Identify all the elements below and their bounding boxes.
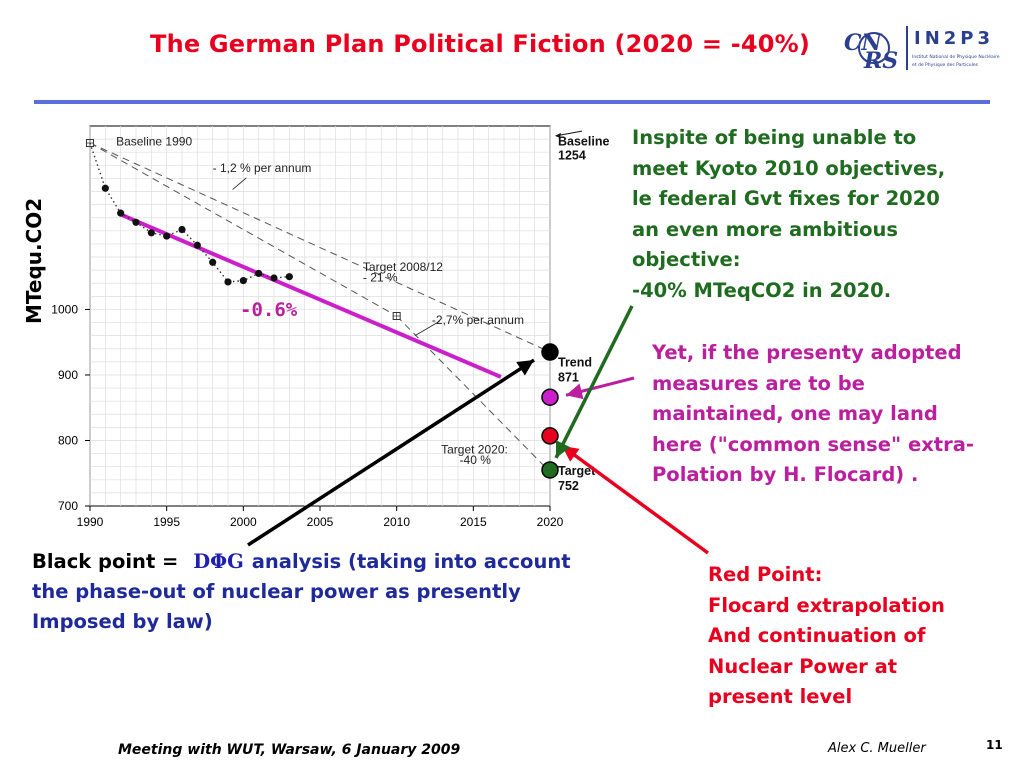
note-purple: Yet, if the presenty adopted measures ar… xyxy=(652,341,974,486)
x-tick-label: 2005 xyxy=(307,515,334,529)
footer-author: Alex C. Mueller xyxy=(828,741,926,756)
data-point xyxy=(163,232,171,240)
data-point xyxy=(178,225,186,234)
annot-target-2020-b: -40 % xyxy=(460,453,492,467)
right-label-baseline-a: Baseline xyxy=(558,135,609,149)
right-label-trend-b: 871 xyxy=(558,370,579,384)
x-tick-label: 2000 xyxy=(230,515,257,529)
svg-text:CN: CN xyxy=(844,30,883,56)
footer-meeting: Meeting with WUT, Warsaw, 6 January 2009 xyxy=(118,742,461,758)
y-tick-label: 700 xyxy=(58,499,78,513)
dphig-point xyxy=(541,343,559,361)
svg-text:Institut National de Physique: Institut National de Physique Nucléaire xyxy=(912,53,1000,60)
target-point xyxy=(541,461,559,479)
y-tick-label: 900 xyxy=(58,368,78,382)
note-black: Black point = DΦG analysis (taking into a… xyxy=(32,547,647,637)
title-divider xyxy=(34,100,990,104)
x-tick-label: 2015 xyxy=(460,515,487,529)
annot-leader xyxy=(414,320,440,337)
trend-line-0-6-pct xyxy=(119,212,502,379)
slide-title: The German Plan Political Fiction (2020 … xyxy=(150,30,811,58)
dphig-symbol: DΦG xyxy=(193,550,244,573)
data-point xyxy=(285,273,293,281)
data-point xyxy=(239,277,247,285)
data-point xyxy=(132,218,140,226)
in2p3-logo: IN2P3 xyxy=(914,28,994,49)
svg-text:et de Physique des Particules: et de Physique des Particules xyxy=(912,62,979,68)
annot-baseline-1990: Baseline 1990 xyxy=(116,135,192,149)
right-label-trend-a: Trend xyxy=(558,355,592,369)
annot-rate-1-2: - 1,2 % per annum xyxy=(213,161,312,175)
data-point xyxy=(270,274,278,282)
annot-trend-pct: -0.6% xyxy=(240,299,298,321)
data-point xyxy=(209,258,217,266)
logo: CN RS IN2P3 Institut National de Physiqu… xyxy=(844,26,1000,74)
note-green: Inspite of being unable to meet Kyoto 20… xyxy=(632,126,946,302)
annot-target-2008-a: Target 2008/12 xyxy=(363,260,443,274)
data-point xyxy=(101,184,109,192)
dashed-line-1-2-pct xyxy=(89,142,551,353)
data-point xyxy=(224,278,232,286)
x-tick-label: 1990 xyxy=(77,515,104,529)
annot-rate-2-7: -2,7% per annum xyxy=(432,313,524,327)
note-red: Red Point: Flocard extrapolation And con… xyxy=(708,563,945,708)
dashed-line-target xyxy=(89,142,397,317)
right-label-baseline-b: 1254 xyxy=(558,149,586,163)
data-point xyxy=(147,229,155,237)
annot-leader xyxy=(232,177,247,190)
red-point xyxy=(541,427,559,445)
annot-target-2008-b: - 21 % xyxy=(363,270,398,284)
emissions-chart: 1990 1995 2000 2005 2010 2015 2020 700 800 900 100… xyxy=(51,125,609,529)
right-label-target-b: 752 xyxy=(558,479,579,493)
page-number: 11 xyxy=(986,738,1003,752)
data-point xyxy=(193,241,201,249)
x-tick-label: 2010 xyxy=(383,515,410,529)
x-tick-label: 2020 xyxy=(537,515,564,529)
x-tick-label: 1995 xyxy=(153,515,180,529)
cnrs-logo: CN RS xyxy=(844,30,898,74)
note-black-rest: analysis (taking into account the phase-… xyxy=(32,550,571,633)
data-point xyxy=(117,209,125,217)
flocard-point xyxy=(541,388,559,406)
y-tick-label: 1000 xyxy=(51,302,78,316)
note-black-lead: Black point = xyxy=(32,550,186,573)
data-point xyxy=(255,269,263,278)
right-label-target-a: Target xyxy=(558,464,596,478)
y-tick-label: 800 xyxy=(58,433,78,447)
